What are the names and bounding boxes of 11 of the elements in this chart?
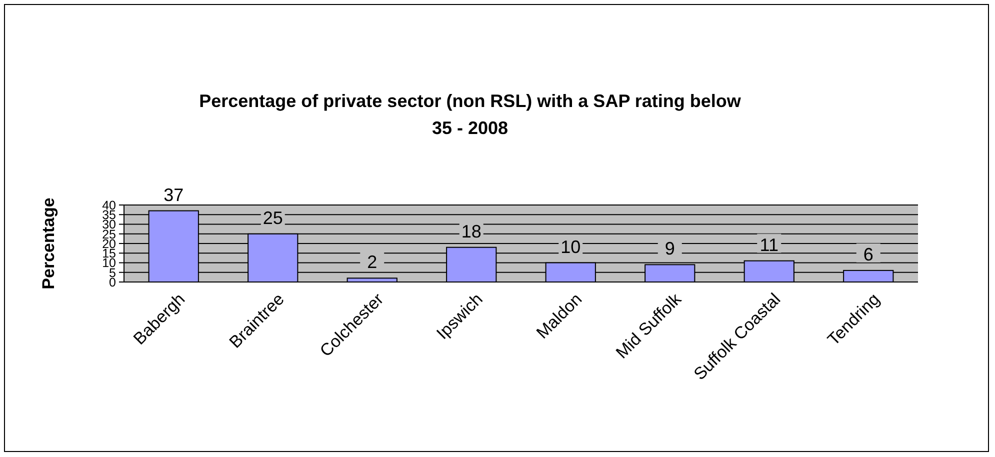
chart-title: Percentage of private sector (non RSL) with a SAP rating below 35 - 2008 [199, 91, 742, 138]
bar [346, 278, 398, 282]
data-label: 2 [367, 252, 378, 272]
data-label: 37 [164, 184, 184, 205]
data-label: 9 [664, 238, 675, 259]
data-label: 11 [760, 234, 778, 255]
data-label: 6 [863, 244, 874, 264]
data-label: 10 [560, 236, 581, 257]
y-axis-title: Percentage [39, 198, 58, 290]
data-label: 18 [461, 221, 482, 242]
data-label: 25 [262, 208, 283, 228]
